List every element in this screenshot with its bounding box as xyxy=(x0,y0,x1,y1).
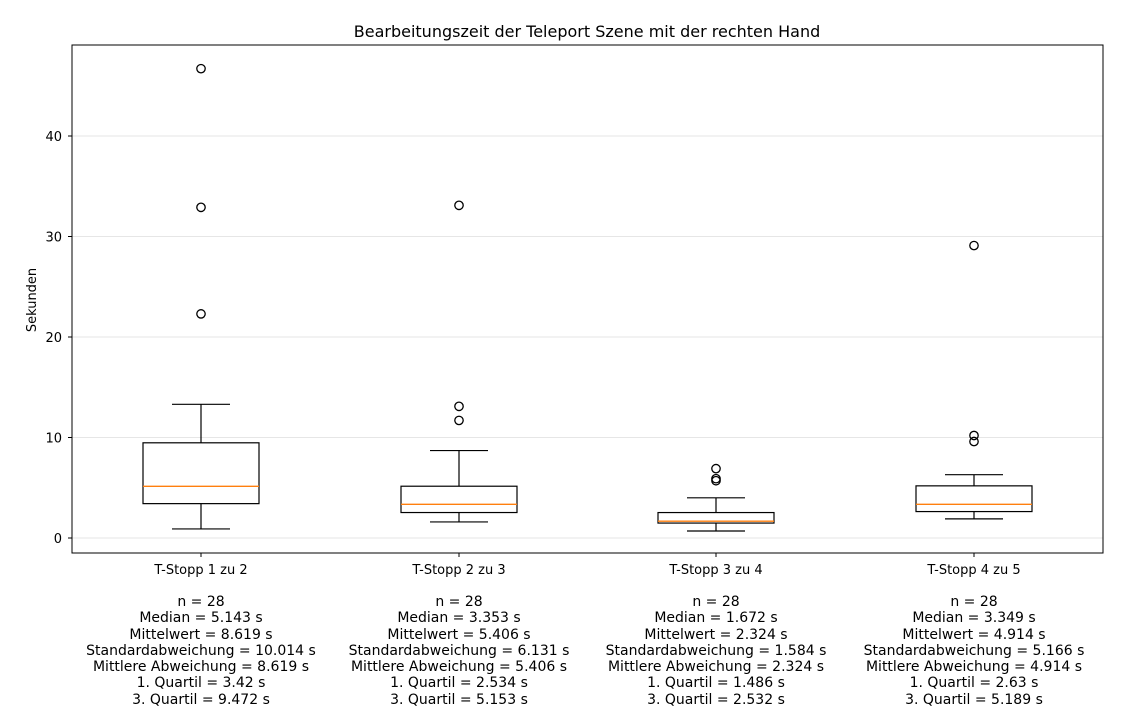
outlier-point xyxy=(196,309,206,319)
chart-title: Bearbeitungszeit der Teleport Szene mit … xyxy=(354,22,820,41)
box-3 xyxy=(657,463,775,532)
iqr-box xyxy=(142,442,260,505)
stats-line: Median = 3.353 s xyxy=(397,610,521,627)
stats-line: 1. Quartil = 3.42 s xyxy=(136,675,266,692)
stats-line: Median = 5.143 s xyxy=(139,610,263,627)
stats-line: Standardabweichung = 1.584 s xyxy=(605,642,827,659)
x-tick-label-1: T-Stopp 1 zu 2 xyxy=(153,563,247,578)
stats-line: 3. Quartil = 5.153 s xyxy=(390,691,528,708)
grid-lines xyxy=(72,135,1103,539)
stats-line: Mittlere Abweichung = 2.324 s xyxy=(607,659,825,676)
outlier-point xyxy=(969,430,979,441)
stats-block-1: n = 28 Median = 5.143 s Mittelwert = 8.619… xyxy=(71,594,331,708)
y-tick-label-20: 20 xyxy=(45,331,62,346)
stats-line: Median = 1.672 s xyxy=(654,610,778,627)
stats-line: Mittelwert = 4.914 s xyxy=(902,626,1046,643)
plot-frame xyxy=(71,44,1104,554)
box-2 xyxy=(400,200,518,523)
outlier-point xyxy=(711,463,721,474)
outlier-point xyxy=(969,436,979,447)
stats-line: 3. Quartil = 2.532 s xyxy=(647,691,785,708)
box-4 xyxy=(915,240,1033,520)
outlier-point xyxy=(454,415,464,426)
outlier-point xyxy=(969,240,979,251)
stats-line: Mittelwert = 5.406 s xyxy=(387,626,531,643)
axes: 0 10 20 30 40 T-Stopp 1 zu 2 T-Stopp 2 zu 3 T-S… xyxy=(45,44,1104,578)
stats-line: 1. Quartil = 1.486 s xyxy=(647,675,785,692)
iqr-box xyxy=(400,485,518,514)
stats-line: Median = 3.349 s xyxy=(912,610,1036,627)
stats-line: Mittelwert = 2.324 s xyxy=(644,626,788,643)
stats-block-2: n = 28 Median = 3.353 s Mittelwert = 5.406… xyxy=(329,594,589,708)
y-tick-label-30: 30 xyxy=(45,231,62,246)
iqr-box xyxy=(915,485,1033,513)
outlier-point xyxy=(711,473,721,484)
x-tick-label-4: T-Stopp 4 zu 5 xyxy=(926,563,1020,578)
stats-line: n = 28 xyxy=(950,594,998,610)
x-tick-label-2: T-Stopp 2 zu 3 xyxy=(411,563,505,578)
stats-line: 3. Quartil = 9.472 s xyxy=(132,691,270,708)
stats-line: 3. Quartil = 5.189 s xyxy=(905,691,1043,708)
stats-block-3: n = 28 Median = 1.672 s Mittelwert = 2.324… xyxy=(586,594,846,708)
outlier-point xyxy=(196,63,206,74)
stats-line: n = 28 xyxy=(692,594,740,610)
y-tick-label-0: 0 xyxy=(54,532,62,547)
stats-line: Mittelwert = 8.619 s xyxy=(129,626,273,643)
x-tick-label-3: T-Stopp 3 zu 4 xyxy=(668,563,762,578)
stats-line: Mittlere Abweichung = 4.914 s xyxy=(865,659,1083,676)
stats-line: Standardabweichung = 10.014 s xyxy=(86,642,316,659)
outlier-point xyxy=(454,401,464,412)
y-tick-label-40: 40 xyxy=(45,130,62,145)
stats-line: Mittlere Abweichung = 8.619 s xyxy=(92,659,310,676)
stats-block-4: n = 28 Median = 3.349 s Mittelwert = 4.914… xyxy=(844,594,1104,708)
stats-line: n = 28 xyxy=(435,594,483,610)
stats-line: Standardabweichung = 5.166 s xyxy=(863,642,1085,659)
iqr-box xyxy=(657,511,775,524)
box-1 xyxy=(142,63,260,530)
outlier-point xyxy=(196,202,206,213)
stats-line: Standardabweichung = 6.131 s xyxy=(348,642,570,659)
y-axis-label: Sekunden xyxy=(25,268,40,332)
stats-line: 1. Quartil = 2.534 s xyxy=(390,675,528,692)
stats-line: 1. Quartil = 2.63 s xyxy=(909,675,1039,692)
stats-line: n = 28 xyxy=(177,594,225,610)
stats-line: Mittlere Abweichung = 5.406 s xyxy=(350,659,568,676)
box-layer xyxy=(142,63,1033,532)
outlier-point xyxy=(454,200,464,211)
y-tick-label-10: 10 xyxy=(45,432,62,447)
